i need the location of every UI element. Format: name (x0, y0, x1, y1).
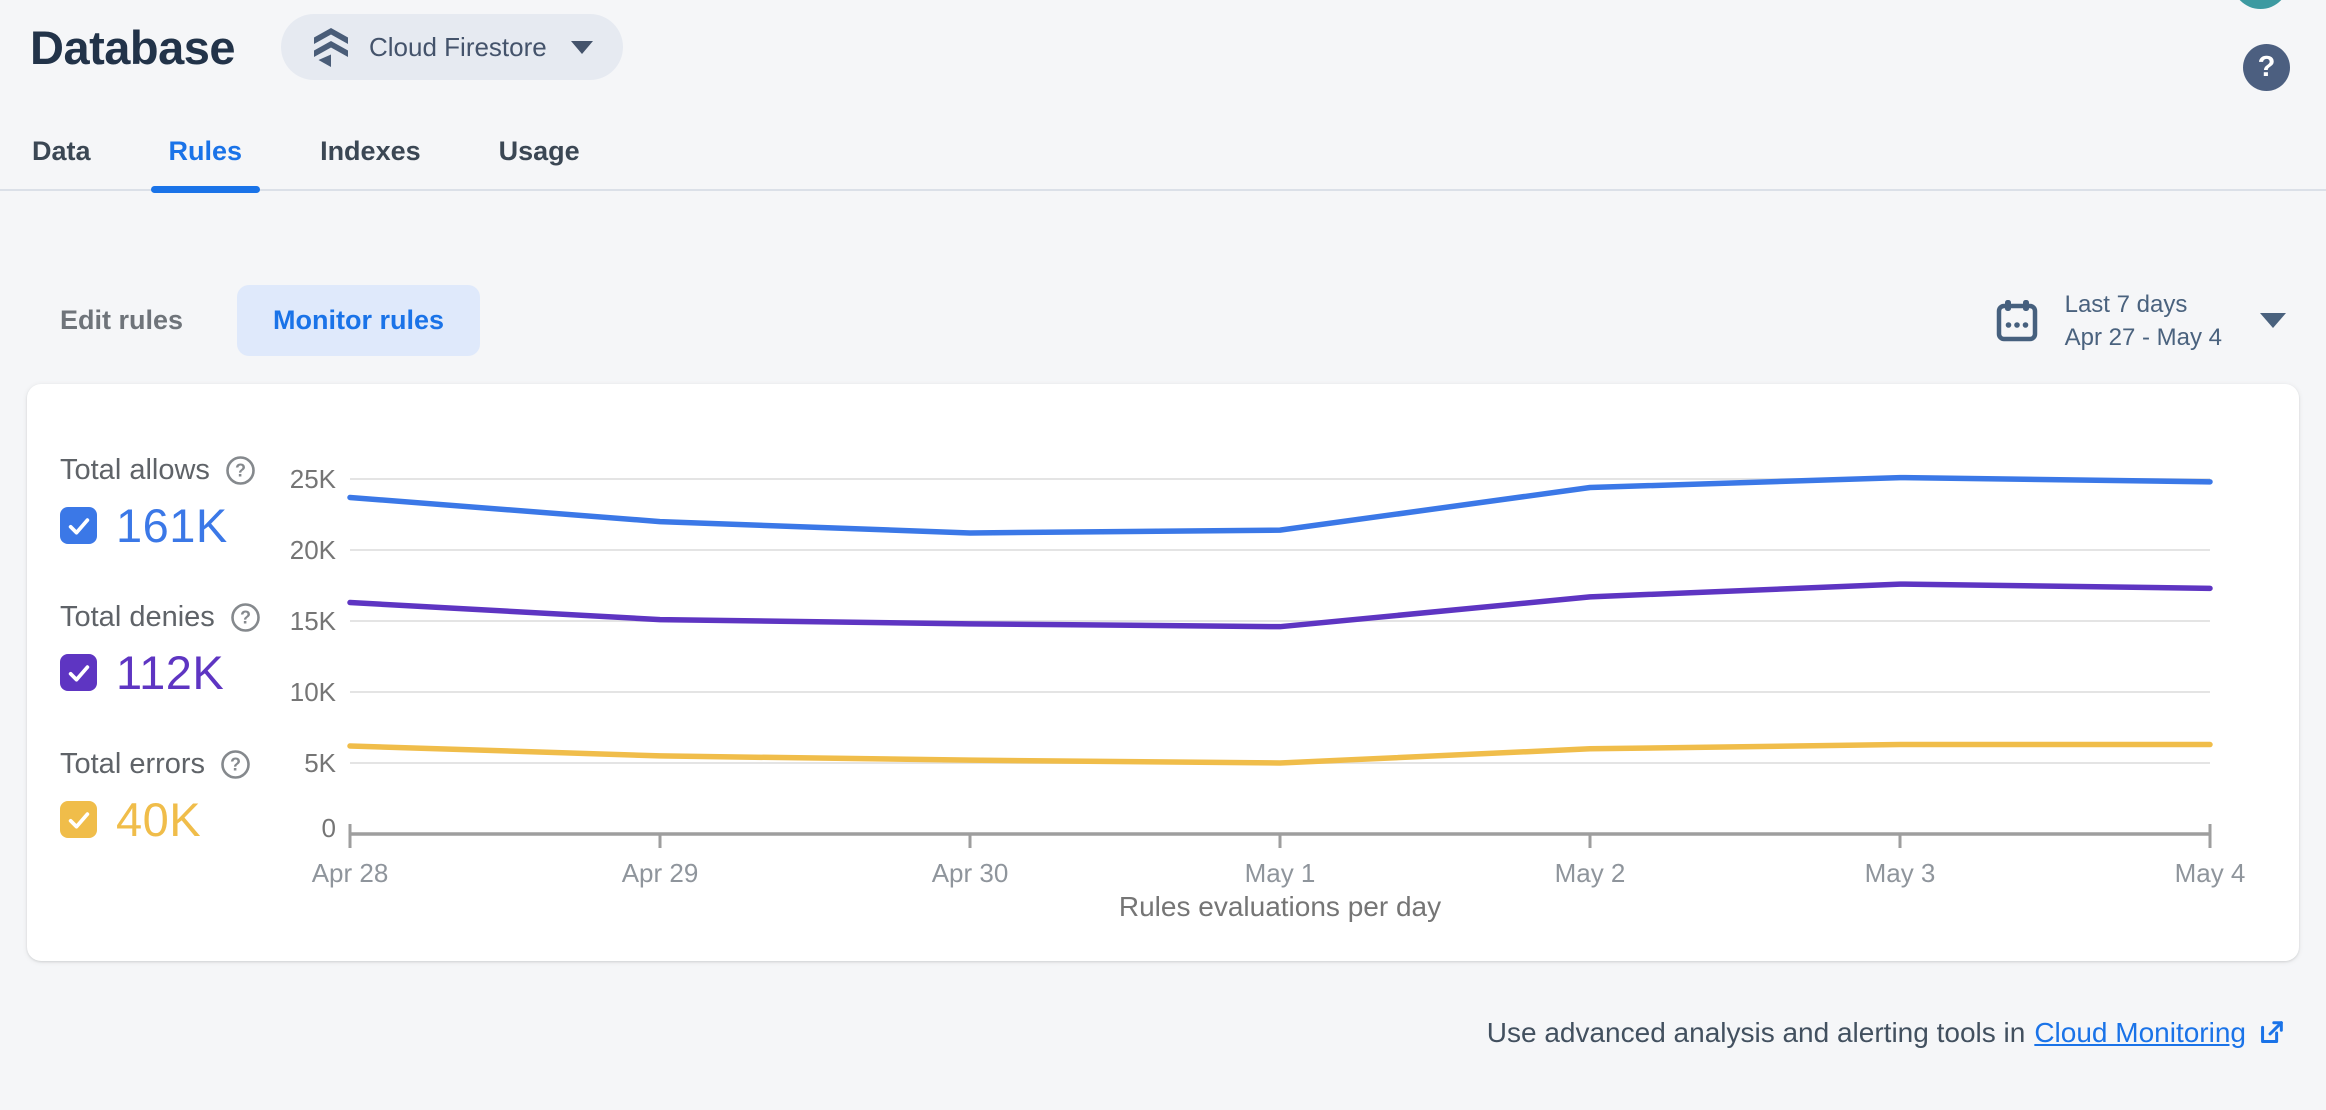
chart-legend: Total allows ? 161K Total denies (60, 454, 290, 961)
legend-item-denies: Total denies ? 112K (60, 601, 290, 700)
legend-label: Total denies (60, 601, 215, 633)
topbar: Database Cloud Firestore (0, 0, 2326, 80)
rules-toolbar: Edit rules Monitor rules Last 7 days Apr… (60, 285, 2286, 356)
tab-data[interactable]: Data (32, 136, 91, 166)
legend-label: Total errors (60, 748, 206, 780)
series-checkbox-errors[interactable] (60, 801, 97, 838)
legend-item-errors: Total errors ? 40K (60, 748, 290, 847)
date-range-dates: Apr 27 - May 4 (2064, 323, 2222, 351)
x-tick-label: May 2 (1555, 858, 1626, 888)
y-tick-label: 20K (290, 535, 337, 565)
y-tick-label: 15K (290, 606, 337, 636)
x-tick-label: May 1 (1245, 858, 1316, 888)
tab-indexes[interactable]: Indexes (320, 136, 421, 166)
legend-value: 112K (116, 646, 225, 699)
y-tick-label: 25K (290, 464, 337, 494)
series-line-total-errors (347, 741, 2213, 766)
svg-text:?: ? (240, 608, 251, 628)
x-tick-label: May 3 (1865, 858, 1936, 888)
checkmark-icon (68, 517, 89, 535)
product-selector-label: Cloud Firestore (369, 31, 547, 62)
monitor-rules-button[interactable]: Monitor rules (237, 285, 481, 356)
edit-rules-button[interactable]: Edit rules (60, 305, 184, 335)
help-icon[interactable]: ? (225, 455, 256, 486)
y-tick-label: 5K (304, 748, 336, 778)
y-tick-label: 10K (290, 677, 337, 707)
checkmark-icon (68, 664, 89, 682)
series-checkbox-denies[interactable] (60, 654, 97, 691)
help-icon[interactable]: ? (230, 602, 261, 633)
chart-title: Rules evaluations per day (1119, 891, 1441, 922)
footer-note: Use advanced analysis and alerting tools… (0, 1017, 2286, 1049)
help-button[interactable]: ? (2243, 44, 2290, 91)
page-title: Database (30, 20, 236, 74)
svg-text:?: ? (230, 755, 241, 775)
product-selector[interactable]: Cloud Firestore (281, 14, 623, 80)
rules-evaluations-card: Total allows ? 161K Total denies (27, 384, 2299, 961)
legend-value: 161K (116, 499, 228, 552)
footer-text: Use advanced analysis and alerting tools… (1486, 1017, 2026, 1048)
tab-usage[interactable]: Usage (498, 136, 580, 166)
tab-bar: Data Rules Indexes Usage (0, 120, 2326, 193)
external-link-icon (2261, 1021, 2283, 1043)
x-tick-label: Apr 29 (622, 858, 699, 888)
svg-text:?: ? (235, 461, 246, 481)
rules-evaluations-chart: 0 5K 10K 15K 20K 25K Apr 28 Apr 29 Apr 30 May 1 Ma… (290, 464, 2246, 922)
y-tick-label: 0 (322, 813, 336, 843)
cloud-monitoring-link[interactable]: Cloud Monitoring (2034, 1017, 2246, 1048)
x-tick-label: May 4 (2175, 858, 2246, 888)
help-icon: ? (2257, 51, 2276, 83)
series-checkbox-allows[interactable] (60, 507, 97, 544)
chart-area: 0 5K 10K 15K 20K 25K Apr 28 Apr 29 Apr 30 May 1 Ma… (290, 454, 2299, 961)
avatar[interactable] (2232, 0, 2289, 9)
x-tick-label: Apr 30 (932, 858, 1009, 888)
legend-item-allows: Total allows ? 161K (60, 454, 290, 553)
chevron-down-icon (570, 40, 593, 54)
legend-label: Total allows (60, 454, 210, 486)
calendar-icon (1996, 299, 2037, 341)
series-line-total-allows (347, 474, 2213, 536)
tab-rules[interactable]: Rules (150, 120, 260, 193)
firestore-icon (314, 28, 348, 67)
checkmark-icon (68, 811, 89, 829)
x-tick-label: Apr 28 (312, 858, 389, 888)
date-range-label: Last 7 days (2064, 290, 2188, 318)
chevron-down-icon (2260, 313, 2286, 328)
series-line-total-denies (347, 581, 2213, 630)
help-icon[interactable]: ? (220, 749, 251, 780)
date-range-picker[interactable]: Last 7 days Apr 27 - May 4 (1995, 288, 2286, 354)
legend-value: 40K (116, 793, 202, 846)
